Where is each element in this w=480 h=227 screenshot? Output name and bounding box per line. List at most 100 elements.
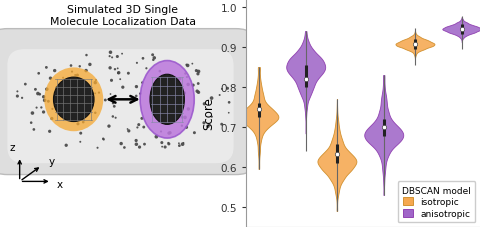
Point — [107, 51, 114, 55]
Point — [40, 96, 48, 99]
Point — [184, 108, 192, 111]
Point — [46, 130, 53, 133]
Point — [68, 70, 76, 74]
Point — [13, 95, 21, 99]
Point — [136, 146, 144, 149]
Point — [156, 70, 164, 74]
Point — [54, 112, 61, 115]
Point — [157, 130, 165, 134]
Point — [43, 66, 50, 70]
Point — [74, 122, 82, 126]
Point — [117, 142, 125, 146]
Ellipse shape — [150, 75, 184, 125]
Point — [91, 92, 99, 96]
Point — [29, 112, 36, 115]
Point — [99, 137, 107, 141]
Point — [161, 146, 169, 149]
Point — [48, 108, 56, 111]
Point — [150, 114, 157, 117]
Point — [41, 99, 48, 103]
Point — [132, 143, 140, 146]
Point — [72, 114, 79, 118]
Point — [111, 68, 119, 72]
Point — [218, 123, 226, 126]
Point — [208, 97, 216, 101]
Point — [140, 126, 148, 129]
Point — [165, 132, 173, 135]
Point — [176, 144, 183, 148]
Point — [62, 144, 70, 147]
Point — [36, 93, 44, 97]
Point — [118, 53, 126, 56]
Point — [48, 117, 56, 121]
Point — [106, 67, 114, 70]
Point — [216, 94, 224, 97]
Point — [183, 76, 191, 79]
Point — [91, 111, 99, 115]
Point — [175, 142, 183, 146]
Point — [79, 105, 87, 109]
Point — [159, 100, 167, 104]
Y-axis label: Score: Score — [202, 97, 215, 130]
Point — [158, 141, 166, 145]
Point — [191, 131, 198, 135]
Point — [132, 85, 140, 89]
Point — [161, 116, 169, 120]
Point — [61, 93, 69, 96]
Point — [150, 57, 158, 60]
Point — [112, 116, 120, 120]
Point — [149, 59, 157, 62]
FancyBboxPatch shape — [7, 50, 234, 163]
Text: Simulated 3D Single
Molecule Localization Data: Simulated 3D Single Molecule Localizatio… — [50, 5, 196, 27]
Point — [138, 81, 146, 85]
Point — [108, 79, 115, 83]
Point — [100, 138, 108, 142]
Point — [141, 143, 148, 146]
Point — [91, 81, 99, 85]
Point — [125, 129, 132, 133]
Point — [27, 121, 35, 125]
Point — [73, 112, 81, 116]
Point — [224, 87, 231, 91]
Point — [40, 111, 48, 114]
Point — [113, 55, 121, 59]
Point — [149, 54, 156, 57]
Point — [107, 93, 114, 96]
Point — [333, 152, 341, 156]
Point — [166, 131, 174, 135]
Point — [225, 101, 233, 105]
Point — [183, 64, 191, 67]
Point — [411, 43, 419, 46]
Point — [43, 88, 51, 92]
Point — [72, 74, 79, 77]
Point — [52, 107, 60, 111]
Point — [120, 146, 128, 150]
Point — [194, 82, 202, 86]
Point — [139, 57, 147, 61]
Point — [184, 83, 192, 87]
Point — [95, 91, 103, 95]
Point — [184, 64, 192, 68]
Point — [153, 135, 160, 139]
Point — [70, 87, 77, 91]
Point — [115, 72, 122, 75]
Point — [33, 106, 40, 110]
Point — [114, 67, 121, 71]
Point — [158, 145, 166, 149]
Point — [193, 90, 201, 94]
Point — [35, 72, 43, 76]
Point — [133, 62, 141, 65]
Point — [67, 64, 75, 68]
Point — [195, 91, 203, 95]
Point — [165, 141, 172, 145]
Point — [255, 108, 263, 111]
Point — [82, 69, 90, 73]
Point — [201, 103, 208, 106]
Point — [22, 83, 29, 86]
Ellipse shape — [53, 78, 94, 122]
Point — [68, 99, 76, 102]
Point — [192, 69, 200, 73]
Point — [178, 116, 186, 119]
Point — [86, 63, 94, 67]
Ellipse shape — [140, 61, 194, 138]
